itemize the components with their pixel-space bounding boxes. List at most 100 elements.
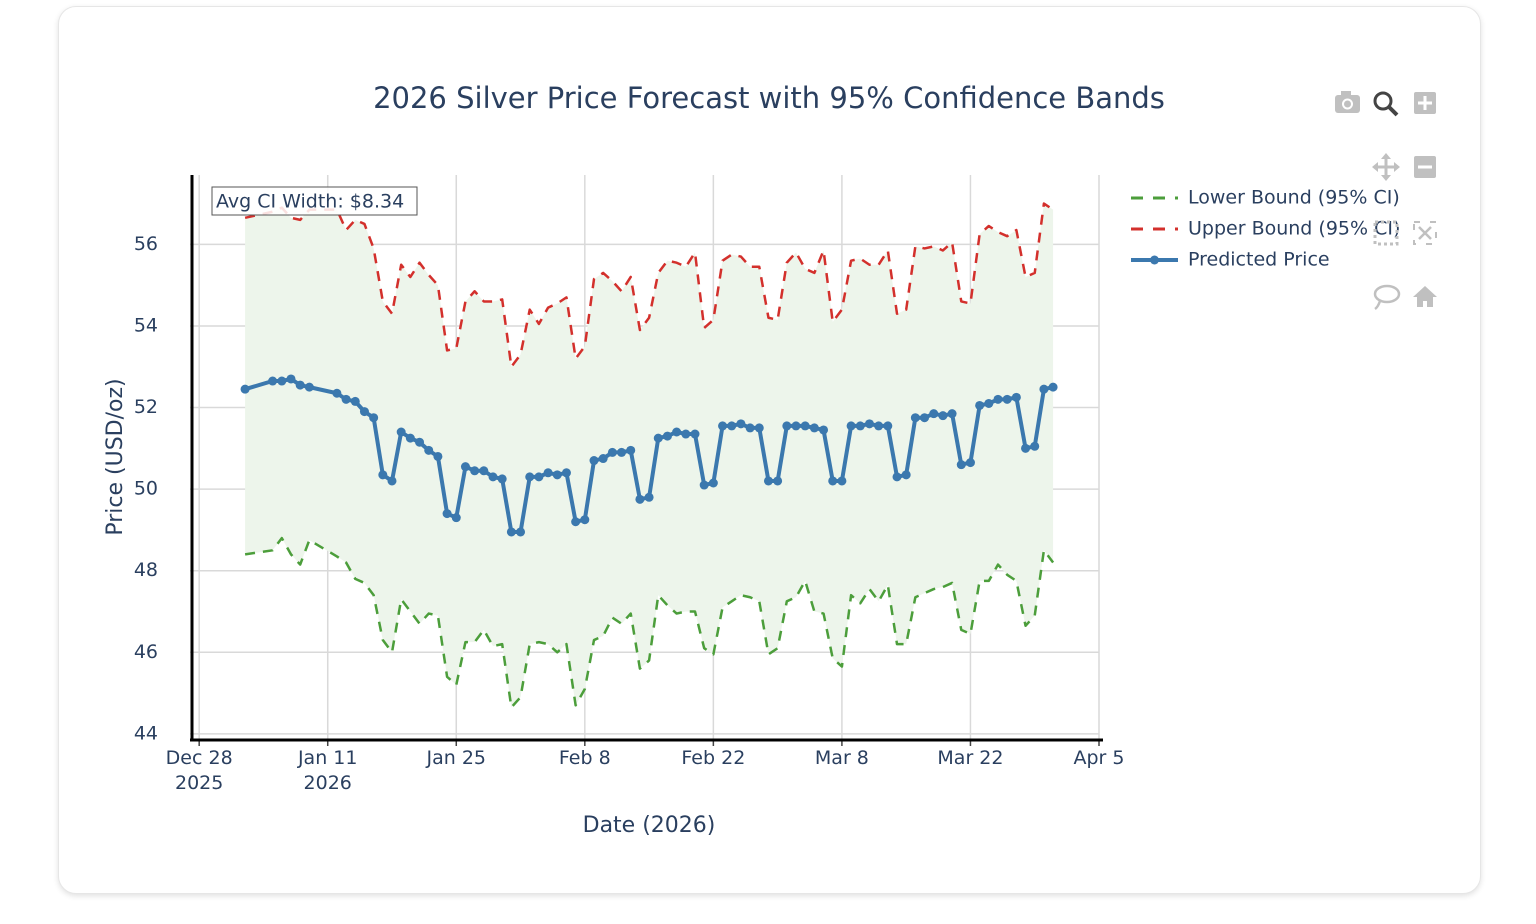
- x-tick-label: Apr 5: [1073, 747, 1125, 769]
- data-point: [718, 421, 728, 431]
- data-point: [589, 456, 599, 466]
- data-point: [359, 407, 369, 417]
- zoom-out-button[interactable]: [1414, 156, 1436, 178]
- annotation-box: [211, 186, 418, 216]
- data-point: [516, 527, 526, 537]
- data-point: [580, 515, 590, 525]
- data-point: [1002, 394, 1012, 404]
- data-point: [295, 380, 305, 390]
- data-point: [424, 445, 434, 455]
- x-tick-label: Mar 8: [814, 747, 869, 769]
- axes-layer: [190, 175, 1103, 746]
- data-point: [332, 388, 342, 398]
- data-point: [460, 462, 470, 472]
- legend-label: Upper Bound (95% CI): [1188, 218, 1400, 240]
- data-point: [819, 425, 829, 435]
- data-point: [277, 376, 287, 386]
- confidence-band: [245, 203, 1054, 708]
- box-select-button[interactable]: [1373, 220, 1399, 246]
- data-point: [1048, 382, 1058, 392]
- data-point: [892, 472, 902, 482]
- legend-marker: [1150, 255, 1159, 265]
- x-tick-label: Mar 22: [937, 747, 1004, 769]
- data-point: [800, 421, 810, 431]
- data-point: [846, 421, 856, 431]
- data-point: [525, 472, 535, 482]
- data-point: [975, 400, 985, 410]
- zoom-button[interactable]: [1373, 91, 1399, 117]
- data-point: [773, 476, 783, 486]
- x-tick-label: Dec 28 2025: [165, 747, 233, 794]
- y-tick-label: 44: [134, 722, 158, 744]
- lasso-button[interactable]: [1373, 284, 1401, 311]
- y-tick-label: 50: [134, 478, 158, 500]
- data-point: [369, 413, 379, 423]
- data-point: [387, 476, 397, 486]
- data-point: [350, 396, 360, 406]
- data-point: [864, 419, 874, 429]
- data-point: [617, 447, 627, 457]
- data-point: [653, 433, 663, 443]
- data-point: [947, 409, 957, 419]
- annotation: Avg CI Width: $8.34: [216, 191, 404, 213]
- x-axis-title: Date (2026): [583, 813, 716, 838]
- data-point: [396, 427, 406, 437]
- data-point: [837, 476, 847, 486]
- data-point: [993, 394, 1003, 404]
- data-point: [626, 445, 636, 455]
- data-point: [690, 429, 700, 439]
- camera-button[interactable]: [1335, 91, 1360, 113]
- data-point: [754, 423, 764, 433]
- data-point: [727, 421, 737, 431]
- autoscale-button[interactable]: [1413, 221, 1437, 245]
- data-point: [929, 409, 939, 419]
- data-point: [920, 413, 930, 423]
- data-point: [681, 429, 691, 439]
- data-point: [552, 470, 562, 480]
- data-point: [782, 421, 792, 431]
- data-point: [286, 374, 296, 384]
- data-point: [442, 509, 452, 519]
- y-axis-title: Price (USD/oz): [103, 378, 128, 535]
- data-point: [240, 384, 250, 394]
- data-point: [433, 451, 443, 461]
- data-point: [672, 427, 682, 437]
- modebar: [1335, 91, 1437, 311]
- chart-title: 2026 Silver Price Forecast with 95% Conf…: [373, 81, 1165, 115]
- data-point: [1011, 392, 1021, 402]
- data-point: [984, 398, 994, 408]
- lines-layer: [240, 202, 1058, 709]
- zoom-in-button[interactable]: [1414, 92, 1436, 114]
- data-point: [828, 476, 838, 486]
- data-point: [901, 470, 911, 480]
- data-point: [488, 472, 498, 482]
- data-point: [607, 447, 617, 457]
- data-point: [938, 411, 948, 421]
- y-tick-label: 46: [134, 641, 158, 663]
- data-point: [479, 466, 489, 476]
- data-point: [268, 376, 278, 386]
- band-layer: [245, 203, 1054, 708]
- x-tick-label: Feb 22: [681, 747, 746, 769]
- data-point: [662, 431, 672, 441]
- reset-button[interactable]: [1413, 286, 1437, 307]
- x-tick-label: Feb 8: [558, 747, 611, 769]
- data-point: [736, 419, 746, 429]
- data-point: [378, 470, 388, 480]
- data-point: [1030, 441, 1040, 451]
- data-point: [745, 423, 755, 433]
- data-point: [561, 468, 571, 478]
- data-point: [497, 474, 507, 484]
- legend-label: Lower Bound (95% CI): [1188, 187, 1400, 209]
- data-point: [809, 423, 819, 433]
- pan-button[interactable]: [1372, 153, 1400, 181]
- data-point: [956, 460, 966, 470]
- y-tick-label: 48: [134, 559, 158, 581]
- data-point: [965, 458, 975, 468]
- data-point: [635, 494, 645, 504]
- data-point: [883, 421, 893, 431]
- data-point: [451, 513, 461, 523]
- data-point: [543, 468, 553, 478]
- data-point: [855, 421, 865, 431]
